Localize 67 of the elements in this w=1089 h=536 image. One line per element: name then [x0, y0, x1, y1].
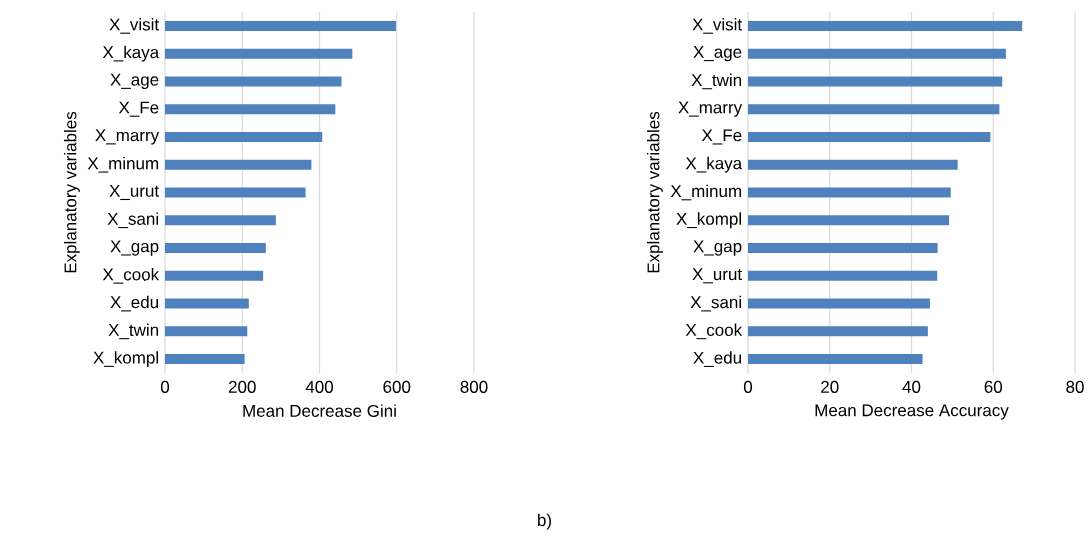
y-tick-label: X_Fe [701, 129, 742, 145]
bar [165, 48, 353, 59]
x-axis-title: Mean Decrease Accuracy [815, 404, 1009, 420]
x-tick-label: 0 [743, 380, 753, 393]
bar [748, 354, 923, 365]
bar [165, 354, 245, 365]
bar [165, 104, 336, 115]
bar [748, 48, 1006, 59]
bar [165, 215, 276, 226]
y-tick-label: X_sani [690, 295, 741, 312]
y-tick-label: X_visit [692, 18, 742, 34]
y-axis-title: Explanatory variables [646, 111, 663, 273]
y-tick-label: X_minum [87, 156, 159, 173]
y-tick-label: X_kaya [685, 156, 743, 173]
y-tick-label: X_cook [685, 323, 743, 340]
bar [748, 131, 991, 142]
x-axis-title: Mean Decrease Gini [243, 404, 396, 417]
bar [165, 326, 248, 337]
bar [748, 104, 1000, 115]
bar [748, 326, 928, 337]
y-tick-label: X_cook [102, 267, 160, 284]
text: b) [538, 513, 552, 530]
bar [748, 270, 938, 281]
x-tick-label: 20 [821, 380, 839, 393]
bar [748, 215, 950, 226]
y-tick-label: X_minum [670, 184, 742, 201]
bar [165, 243, 266, 254]
y-axis-title: Explanatory variables [63, 111, 80, 273]
bar [748, 76, 1003, 87]
x-tick-label: 40 [902, 380, 921, 393]
y-tick-label: X_edu [110, 295, 158, 312]
bar [165, 298, 249, 309]
y-tick-label: X_marry [95, 129, 160, 145]
bar [748, 20, 1023, 31]
bar [165, 76, 342, 87]
y-tick-label: X_gap [110, 240, 159, 256]
x-tick-label: 60 [984, 380, 1003, 393]
x-tick-label: 200 [228, 380, 256, 393]
x-tick-label: 0 [160, 380, 170, 393]
x-tick-label: 600 [383, 380, 411, 393]
bar [748, 243, 938, 254]
y-tick-label: X_twin [691, 73, 742, 90]
x-tick-label: 800 [460, 380, 488, 393]
bar [165, 270, 264, 281]
bar [165, 20, 396, 31]
y-tick-label: X_gap [693, 240, 742, 256]
y-tick-label: X_age [693, 46, 742, 62]
y-tick-label: X_edu [693, 351, 742, 367]
y-tick-label: X_kompl [93, 351, 158, 368]
y-tick-label: X_sani [107, 212, 158, 229]
y-tick-label: X_age [110, 73, 159, 90]
bar [748, 159, 958, 170]
y-tick-label: X_Fe [118, 101, 159, 117]
bar [165, 131, 323, 142]
y-tick-label: X_kompl [676, 212, 741, 229]
bar [165, 187, 306, 198]
y-tick-label: X_visit [109, 18, 159, 34]
bar [748, 187, 951, 198]
y-tick-label: X_marry [678, 101, 743, 117]
y-tick-label: X_urut [692, 268, 742, 284]
x-tick-label: 400 [305, 380, 334, 393]
y-tick-label: X_kaya [102, 45, 160, 62]
x-tick-label: 80 [1066, 380, 1084, 393]
y-tick-label: X_urut [109, 184, 159, 201]
y-tick-label: X_twin [108, 323, 159, 340]
bar [748, 298, 930, 309]
bar [165, 159, 312, 170]
